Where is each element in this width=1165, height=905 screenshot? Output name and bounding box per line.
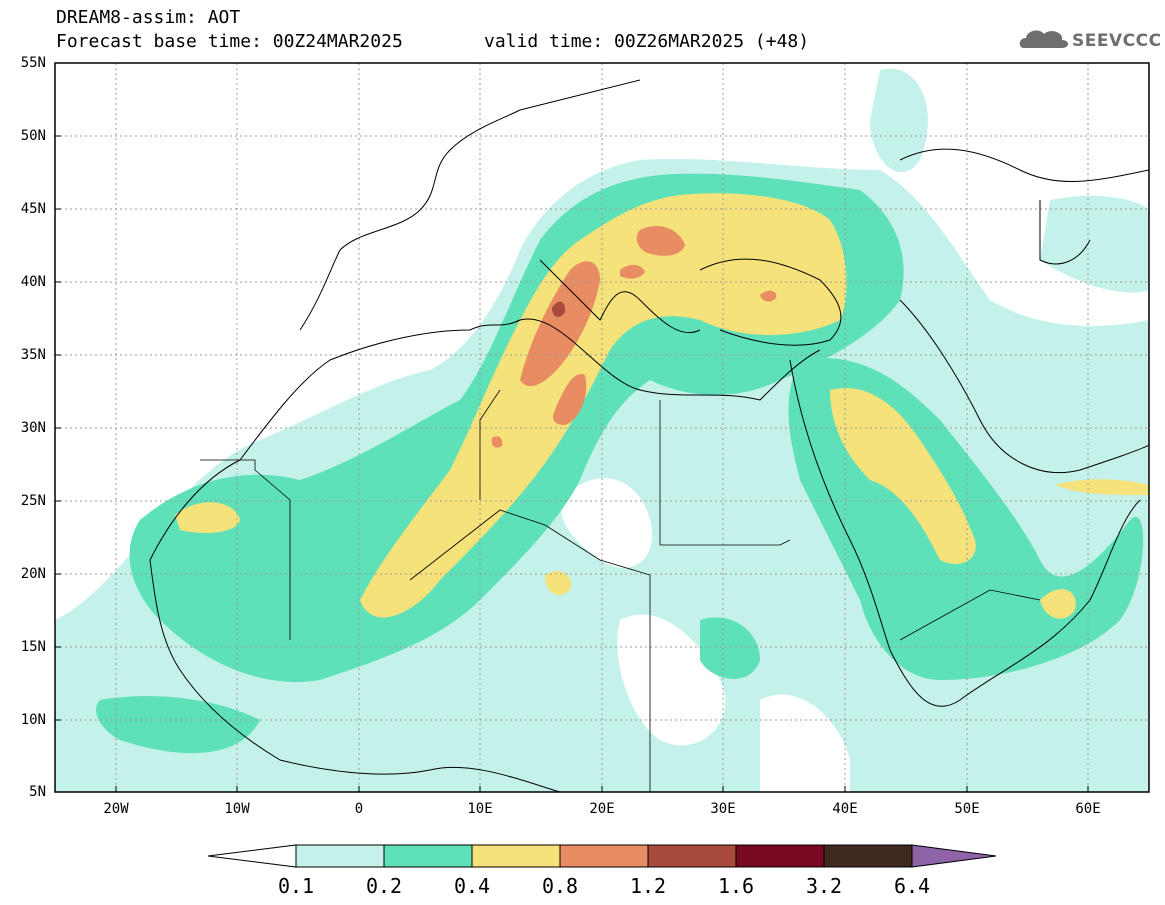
valid-time: valid time: 00Z26MAR2025 (+48) [484, 31, 810, 52]
map-title: DREAM8-assim: AOT [56, 7, 241, 28]
lon-label: 50E [954, 801, 980, 817]
colorbar-swatch [735, 844, 825, 868]
colorbar-swatch [471, 844, 561, 868]
colorbar-swatch [823, 844, 913, 868]
colorbar-swatch [647, 844, 737, 868]
lon-label: 60E [1075, 801, 1101, 817]
axis-ticks [55, 62, 1089, 792]
colorbar-label: 0.1 [277, 874, 315, 898]
lat-label: 15N [20, 639, 46, 655]
lat-label: 40N [20, 274, 46, 290]
lon-label: 10W [224, 801, 250, 817]
colorbar [207, 844, 997, 868]
colorbar-label: 0.8 [541, 874, 579, 898]
colorbar-swatch [559, 844, 649, 868]
colorbar-low-arrow [207, 844, 297, 868]
lat-label: 55N [20, 55, 46, 71]
colorbar-label: 0.4 [453, 874, 491, 898]
grid-lines [55, 63, 1149, 792]
colorbar-swatch [295, 844, 385, 868]
coastlines [149, 79, 1149, 792]
lon-label: 20W [103, 801, 129, 817]
colorbar-label: 0.2 [365, 874, 403, 898]
lon-label: 10E [467, 801, 493, 817]
colorbar-label: 3.2 [805, 874, 843, 898]
lon-label: 20E [589, 801, 615, 817]
base-time: Forecast base time: 00Z24MAR2025 [56, 31, 403, 52]
lat-label: 35N [20, 347, 46, 363]
lat-label: 10N [20, 712, 46, 728]
lat-label: 50N [20, 128, 46, 144]
lat-label: 20N [20, 566, 46, 582]
lon-label: 30E [710, 801, 736, 817]
lat-label: 5N [29, 784, 46, 800]
colorbar-label: 1.2 [629, 874, 667, 898]
cloud-icon [1019, 30, 1068, 48]
lat-label: 30N [20, 420, 46, 436]
colorbar-label: 1.6 [717, 874, 755, 898]
lat-label: 45N [20, 201, 46, 217]
borders [200, 389, 1041, 792]
logo-text: SEEVCCC [1072, 31, 1162, 51]
lon-label: 0 [354, 801, 364, 817]
lat-label: 25N [20, 493, 46, 509]
lon-label: 40E [832, 801, 858, 817]
colorbar-high-arrow [911, 844, 997, 868]
colorbar-swatch [383, 844, 473, 868]
colorbar-label: 6.4 [893, 874, 931, 898]
